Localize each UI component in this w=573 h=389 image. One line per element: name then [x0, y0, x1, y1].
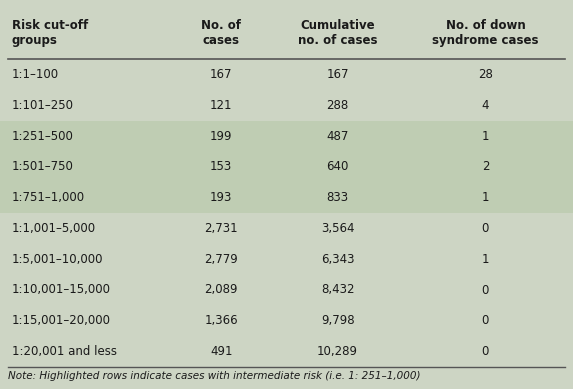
Text: 1:5,001–10,000: 1:5,001–10,000	[12, 253, 104, 266]
Text: Cumulative
no. of cases: Cumulative no. of cases	[298, 19, 378, 47]
Bar	[0, 151, 573, 182]
Text: 0: 0	[482, 284, 489, 296]
Text: 2,089: 2,089	[205, 284, 238, 296]
Bar	[0, 59, 573, 90]
Text: 491: 491	[210, 345, 233, 358]
Text: 167: 167	[327, 68, 349, 81]
Text: 640: 640	[327, 160, 349, 173]
Text: 1:501–750: 1:501–750	[12, 160, 74, 173]
Text: 6,343: 6,343	[321, 253, 355, 266]
Text: 1:1,001–5,000: 1:1,001–5,000	[12, 222, 96, 235]
Text: 2,779: 2,779	[204, 253, 238, 266]
Text: 1:751–1,000: 1:751–1,000	[12, 191, 85, 204]
Text: 0: 0	[482, 314, 489, 327]
Text: 1:20,001 and less: 1:20,001 and less	[12, 345, 117, 358]
Text: 8,432: 8,432	[321, 284, 355, 296]
Bar	[0, 182, 573, 213]
Bar	[0, 305, 573, 336]
Text: 28: 28	[478, 68, 493, 81]
Text: 10,289: 10,289	[317, 345, 358, 358]
Bar	[0, 213, 573, 244]
Text: 1,366: 1,366	[205, 314, 238, 327]
Text: 9,798: 9,798	[321, 314, 355, 327]
Text: Risk cut-off
groups: Risk cut-off groups	[12, 19, 88, 47]
Text: 833: 833	[327, 191, 349, 204]
Text: 167: 167	[210, 68, 233, 81]
Bar	[0, 336, 573, 367]
Text: 0: 0	[482, 222, 489, 235]
Text: 1: 1	[482, 253, 489, 266]
Text: 487: 487	[327, 130, 349, 142]
Text: 1:10,001–15,000: 1:10,001–15,000	[12, 284, 111, 296]
Text: 0: 0	[482, 345, 489, 358]
Text: 121: 121	[210, 99, 233, 112]
Text: 1: 1	[482, 191, 489, 204]
Text: 4: 4	[482, 99, 489, 112]
Text: 2: 2	[482, 160, 489, 173]
Text: 1:1–100: 1:1–100	[12, 68, 59, 81]
Text: 3,564: 3,564	[321, 222, 355, 235]
Bar	[0, 121, 573, 151]
Text: 288: 288	[327, 99, 349, 112]
Text: 1: 1	[482, 130, 489, 142]
Text: 2,731: 2,731	[205, 222, 238, 235]
Text: 1:15,001–20,000: 1:15,001–20,000	[12, 314, 111, 327]
Bar	[0, 244, 573, 275]
Text: 193: 193	[210, 191, 232, 204]
Text: 1:251–500: 1:251–500	[12, 130, 74, 142]
Text: 1:101–250: 1:101–250	[12, 99, 74, 112]
Text: No. of
cases: No. of cases	[201, 19, 241, 47]
Bar	[0, 275, 573, 305]
Bar	[0, 90, 573, 121]
Text: 199: 199	[210, 130, 233, 142]
Text: Note: Highlighted rows indicate cases with intermediate risk (i.e. 1: 251–1,000): Note: Highlighted rows indicate cases wi…	[8, 371, 421, 381]
Text: 153: 153	[210, 160, 232, 173]
Text: No. of down
syndrome cases: No. of down syndrome cases	[432, 19, 539, 47]
